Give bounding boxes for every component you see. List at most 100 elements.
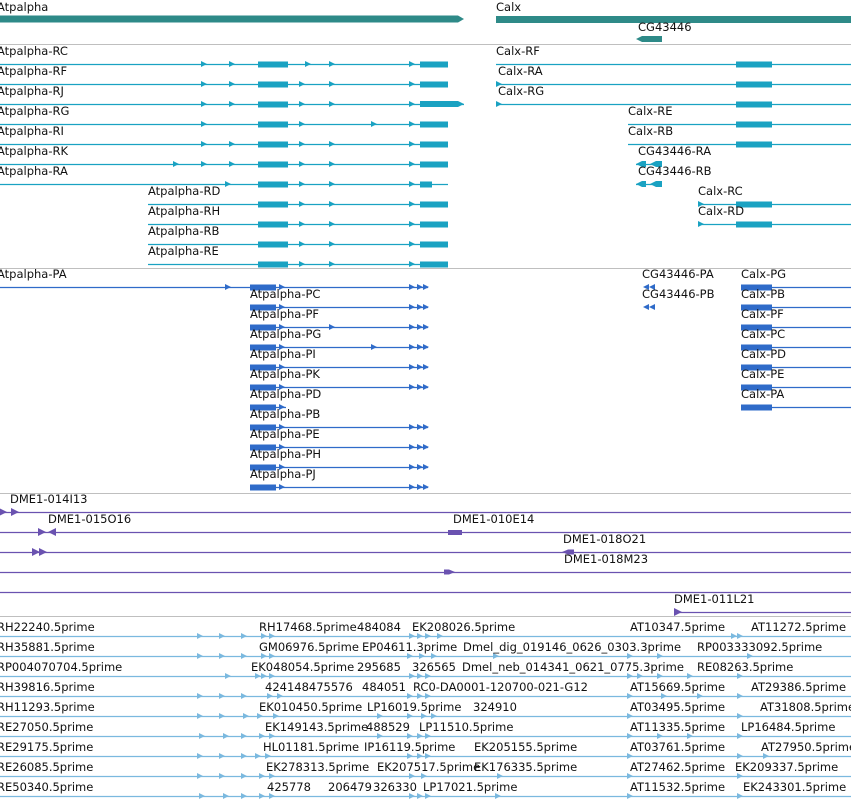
feature-label-re27050-5prime[interactable]: RE27050.5prime [0, 720, 94, 734]
transcript-exon-atpalpha-rd[interactable] [258, 201, 288, 208]
feature-label-calx-rb[interactable]: Calx-RB [628, 124, 674, 138]
gene-feature-cg43446[interactable] [636, 36, 662, 42]
transcript-exon-atpalpha-ri[interactable] [420, 141, 448, 148]
feature-label-atpalpha-rj[interactable]: Atpalpha-RJ [0, 84, 64, 98]
feature-label-calx-pb[interactable]: Calx-PB [741, 287, 786, 301]
protein-segment-atpalpha-pe[interactable] [250, 444, 276, 451]
protein-segment-atpalpha-pd[interactable] [250, 404, 276, 411]
transcript-exon-atpalpha-rc[interactable] [420, 61, 448, 68]
protein-segment-calx-pf[interactable] [741, 324, 772, 331]
feature-label-ek010450-5prime[interactable]: EK010450.5prime [259, 700, 363, 714]
feature-label-dme1-014i13[interactable]: DME1-014I13 [10, 492, 88, 506]
feature-label-atpalpha-pd[interactable]: Atpalpha-PD [250, 387, 322, 401]
feature-label-488529[interactable]: 488529 [366, 720, 410, 734]
feature-label-lp16019-5prime[interactable]: LP16019.5prime [367, 700, 462, 714]
feature-label-ek243301-5prime[interactable]: EK243301.5prime [743, 780, 847, 794]
feature-label-atpalpha-rf[interactable]: Atpalpha-RF [0, 64, 68, 78]
feature-label-lp11510-5prime[interactable]: LP11510.5prime [419, 720, 514, 734]
feature-label-cg43446-ra[interactable]: CG43446-RA [638, 144, 712, 158]
transcript-exon-atpalpha-rk[interactable] [420, 161, 448, 168]
gene-feature-atpalpha[interactable] [0, 15, 464, 23]
feature-label-calx-pe[interactable]: Calx-PE [741, 367, 785, 381]
feature-label-dme1-018o21[interactable]: DME1-018O21 [563, 532, 647, 546]
feature-label-ip16119-5prime[interactable]: IP16119.5prime [364, 740, 456, 754]
feature-label-calx-pf[interactable]: Calx-PF [741, 307, 784, 321]
protein-segment-atpalpha-pk[interactable] [250, 384, 276, 391]
transcript-exon-calx-rg[interactable] [736, 101, 772, 108]
feature-label-re29175-5prime[interactable]: RE29175.5prime [0, 740, 94, 754]
transcript-exon-atpalpha-rf[interactable] [258, 81, 288, 88]
feature-label-atpalpha-pj[interactable]: Atpalpha-PJ [250, 467, 316, 481]
feature-label-at27950-5prime[interactable]: AT27950.5prime [761, 740, 851, 754]
feature-label-at11335-5prime[interactable]: AT11335.5prime [630, 720, 726, 734]
feature-label-at03761-5prime[interactable]: AT03761.5prime [630, 740, 726, 754]
feature-label-rp003333092-5prime[interactable]: RP003333092.5prime [697, 640, 823, 654]
feature-label-calx[interactable]: Calx [496, 0, 522, 14]
transcript-exon-atpalpha-ra[interactable] [258, 181, 288, 188]
feature-label-cg43446-pb[interactable]: CG43446-PB [642, 287, 715, 301]
protein-segment-atpalpha-ph[interactable] [250, 464, 276, 471]
transcript-exon-atpalpha-rb[interactable] [420, 241, 448, 248]
bac-segment-dme1-018o21[interactable] [562, 549, 574, 555]
transcript-exon-atpalpha-rf[interactable] [420, 81, 448, 88]
feature-label-295685[interactable]: 295685 [357, 660, 401, 674]
feature-label-atpalpha-rk[interactable]: Atpalpha-RK [0, 144, 69, 158]
feature-label-at27462-5prime[interactable]: AT27462.5prime [630, 760, 726, 774]
feature-label-dme1-015o16[interactable]: DME1-015O16 [48, 512, 132, 526]
feature-label-326330[interactable]: 326330 [373, 780, 417, 794]
feature-label-cg43446-pa[interactable]: CG43446-PA [642, 267, 714, 281]
feature-label-324910[interactable]: 324910 [473, 700, 517, 714]
feature-label-484084[interactable]: 484084 [357, 620, 401, 634]
feature-label-ek176335-5prime[interactable]: EK176335.5prime [474, 760, 578, 774]
protein-segment-calx-pa[interactable] [741, 404, 772, 411]
protein-segment-calx-pc[interactable] [741, 344, 772, 351]
feature-label-ek149143-5prime[interactable]: EK149143.5prime [265, 720, 369, 734]
feature-label-dme1-011l21[interactable]: DME1-011L21 [674, 592, 755, 606]
transcript-exon-calx-rb[interactable] [736, 141, 772, 148]
feature-label-cg43446[interactable]: CG43446 [638, 20, 692, 34]
feature-label-cg43446-rb[interactable]: CG43446-RB [638, 164, 712, 178]
transcript-exon-calx-rd[interactable] [736, 221, 772, 228]
feature-label-calx-rf[interactable]: Calx-RF [496, 44, 540, 58]
transcript-exon-cg43446-ra[interactable] [636, 161, 646, 167]
feature-label-rh39816-5prime[interactable]: RH39816.5prime [0, 680, 95, 694]
feature-label-atpalpha-rd[interactable]: Atpalpha-RD [148, 184, 221, 198]
transcript-exon-atpalpha-rg[interactable] [420, 121, 448, 128]
feature-label-atpalpha-pe[interactable]: Atpalpha-PE [250, 427, 320, 441]
feature-label-at11532-5prime[interactable]: AT11532.5prime [630, 780, 726, 794]
feature-label-at31808-5prime[interactable]: AT31808.5prime [760, 700, 851, 714]
feature-label-atpalpha[interactable]: Atpalpha [0, 0, 49, 14]
feature-label-ep04611-3prime[interactable]: EP04611.3prime [362, 640, 458, 654]
feature-label-calx-pg[interactable]: Calx-PG [741, 267, 787, 281]
feature-label-calx-pa[interactable]: Calx-PA [741, 387, 785, 401]
feature-label-206479[interactable]: 206479 [328, 780, 372, 794]
feature-label-rh35881-5prime[interactable]: RH35881.5prime [0, 640, 95, 654]
feature-label-atpalpha-rb[interactable]: Atpalpha-RB [148, 224, 220, 238]
feature-label-rh11293-5prime[interactable]: RH11293.5prime [0, 700, 95, 714]
feature-label-atpalpha-rc[interactable]: Atpalpha-RC [0, 44, 68, 58]
transcript-exon-cg43446-ra[interactable] [650, 161, 662, 167]
transcript-exon-atpalpha-rj[interactable] [420, 101, 464, 107]
feature-label-lp16484-5prime[interactable]: LP16484.5prime [741, 720, 836, 734]
feature-label-gm06976-5prime[interactable]: GM06976.5prime [259, 640, 359, 654]
feature-label-atpalpha-re[interactable]: Atpalpha-RE [148, 244, 219, 258]
transcript-exon-calx-ra[interactable] [736, 81, 772, 88]
feature-label-ek208026-5prime[interactable]: EK208026.5prime [412, 620, 516, 634]
feature-label-calx-re[interactable]: Calx-RE [628, 104, 673, 118]
feature-label-at11272-5prime[interactable]: AT11272.5prime [751, 620, 847, 634]
feature-label-atpalpha-rg[interactable]: Atpalpha-RG [0, 104, 70, 118]
feature-label-425778[interactable]: 425778 [267, 780, 311, 794]
transcript-exon-calx-rc[interactable] [736, 201, 772, 208]
protein-segment-atpalpha-pi[interactable] [250, 364, 276, 371]
feature-label-atpalpha-pg[interactable]: Atpalpha-PG [250, 327, 322, 341]
feature-label-ek207517-5prime[interactable]: EK207517.5prime [377, 760, 481, 774]
transcript-exon-atpalpha-rj[interactable] [258, 101, 288, 108]
feature-label-ek048054-5prime[interactable]: EK048054.5prime [251, 660, 355, 674]
bac-segment-dme1-010e14[interactable] [448, 530, 462, 535]
feature-label-atpalpha-rh[interactable]: Atpalpha-RH [148, 204, 221, 218]
gene-feature-calx[interactable] [496, 16, 851, 23]
transcript-exon-atpalpha-rc[interactable] [258, 61, 288, 68]
transcript-exon-atpalpha-rk[interactable] [258, 161, 288, 168]
protein-segment-atpalpha-pj[interactable] [250, 484, 276, 491]
transcript-exon-atpalpha-re[interactable] [258, 261, 288, 268]
